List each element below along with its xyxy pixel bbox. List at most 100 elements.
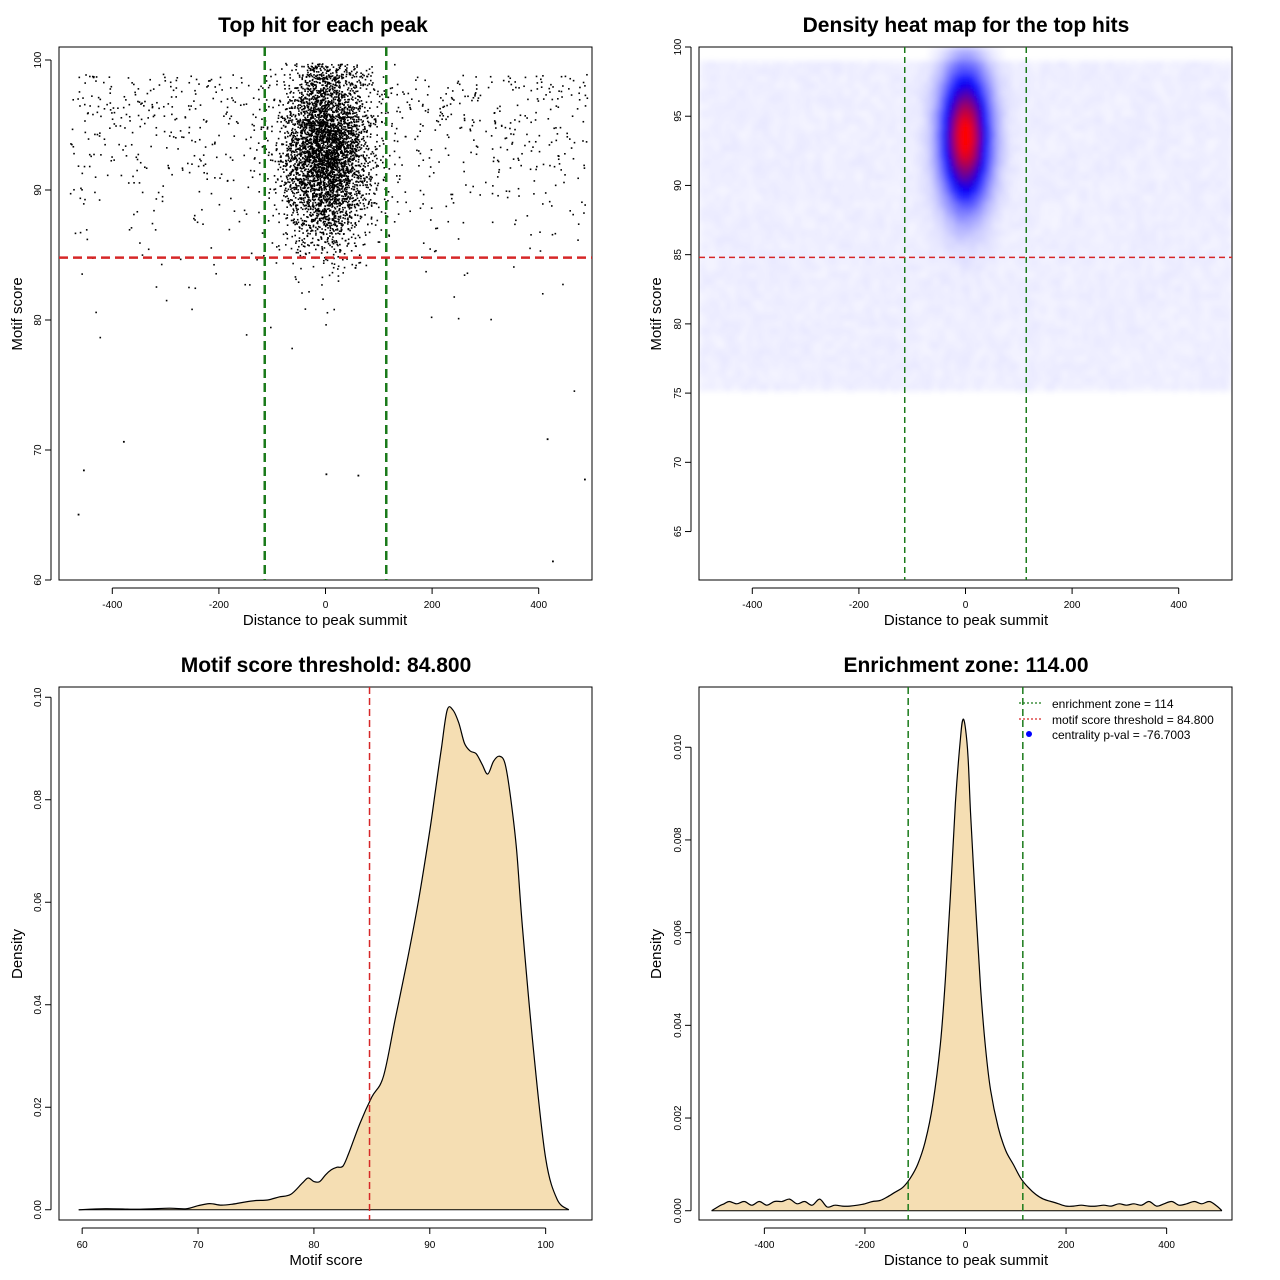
scatter-point xyxy=(295,188,297,190)
scatter-point xyxy=(364,127,366,130)
scatter-point xyxy=(136,158,139,161)
scatter-point xyxy=(304,308,307,310)
scatter-point xyxy=(292,123,294,126)
scatter-point xyxy=(295,172,298,175)
scatter-point xyxy=(367,202,370,204)
scatter-point xyxy=(376,219,379,222)
scatter-point xyxy=(291,170,293,173)
scatter-point xyxy=(308,85,311,87)
scatter-point xyxy=(305,184,308,186)
scatter-point xyxy=(368,68,371,70)
scatter-point xyxy=(303,152,306,155)
scatter-point xyxy=(250,136,252,139)
scatter-point xyxy=(463,170,465,173)
scatter-point xyxy=(296,120,299,123)
scatter-point xyxy=(286,153,288,156)
scatter-point xyxy=(348,92,350,95)
scatter-point xyxy=(360,138,363,141)
scatter-point xyxy=(317,157,319,159)
scatter-point xyxy=(109,109,112,111)
scatter-point xyxy=(336,157,338,160)
scatter-point xyxy=(304,79,307,82)
scatter-point xyxy=(351,163,353,166)
scatter-point xyxy=(291,199,293,202)
scatter-point xyxy=(339,65,342,67)
scatter-point xyxy=(287,197,290,200)
scatter-point xyxy=(359,81,362,84)
scatter-point xyxy=(268,151,270,154)
scatter-point xyxy=(307,74,310,77)
scatter-point xyxy=(307,121,310,123)
scatter-point xyxy=(585,141,588,143)
scatter-point xyxy=(323,182,326,185)
scatter-point xyxy=(306,73,309,76)
scatter-point xyxy=(321,161,324,163)
scatter-point xyxy=(293,188,296,191)
scatter-point xyxy=(319,102,321,104)
scatter-point xyxy=(322,99,325,102)
scatter-point xyxy=(314,122,316,125)
scatter-point xyxy=(333,202,336,205)
scatter-point xyxy=(449,103,452,105)
scatter-point xyxy=(311,198,314,201)
scatter-point xyxy=(275,144,278,147)
scatter-point xyxy=(326,240,329,243)
scatter-point xyxy=(325,168,328,171)
scatter-point xyxy=(347,170,349,173)
scatter-point xyxy=(459,127,461,129)
scatter-point xyxy=(360,216,363,218)
scatter-point xyxy=(344,217,346,220)
scatter-point xyxy=(338,98,340,100)
scatter-point xyxy=(376,134,378,136)
scatter-point xyxy=(512,158,515,160)
scatter-point xyxy=(332,66,335,68)
scatter-point xyxy=(333,160,336,162)
scatter-point xyxy=(339,148,342,151)
scatter-point xyxy=(321,106,323,108)
scatter-point xyxy=(162,185,165,187)
scatter-point xyxy=(350,98,353,100)
scatter-point xyxy=(320,169,322,171)
scatter-point xyxy=(341,198,344,200)
scatter-point xyxy=(540,86,543,88)
scatter-point xyxy=(313,130,316,133)
scatter-point xyxy=(139,161,142,164)
scatter-point xyxy=(457,80,460,83)
scatter-point xyxy=(130,227,133,229)
scatter-point xyxy=(304,156,307,158)
scatter-point xyxy=(462,74,465,77)
scatter-point xyxy=(294,99,296,101)
scatter-point xyxy=(337,116,340,119)
scatter-point xyxy=(334,157,336,159)
scatter-point xyxy=(356,202,359,205)
scatter-point xyxy=(320,88,322,90)
scatter-point xyxy=(333,133,336,136)
scatter-point xyxy=(334,102,337,105)
scatter-point xyxy=(331,140,334,143)
scatter-point xyxy=(335,82,337,84)
scatter-point xyxy=(303,174,305,177)
scatter-point xyxy=(363,207,366,210)
scatter-point xyxy=(359,184,361,187)
scatter-point xyxy=(352,106,354,108)
scatter-point xyxy=(214,142,216,145)
scatter-point xyxy=(323,178,326,180)
scatter-point xyxy=(274,73,277,76)
scatter-point xyxy=(351,129,353,131)
scatter-point xyxy=(470,151,472,154)
scatter-point xyxy=(342,214,345,216)
scatter-point xyxy=(349,169,352,171)
scatter-point xyxy=(371,222,373,225)
scatter-point xyxy=(273,175,276,177)
scatter-point xyxy=(339,215,342,218)
scatter-point xyxy=(300,243,303,246)
scatter-point xyxy=(361,121,364,123)
scatter-point xyxy=(309,165,312,168)
scatter-point xyxy=(350,170,352,173)
scatter-point xyxy=(296,204,299,207)
scatter-point xyxy=(343,253,346,255)
scatter-point xyxy=(466,272,469,275)
scatter-point xyxy=(344,157,347,159)
scatter-point xyxy=(296,172,299,174)
scatter-point xyxy=(352,116,355,118)
